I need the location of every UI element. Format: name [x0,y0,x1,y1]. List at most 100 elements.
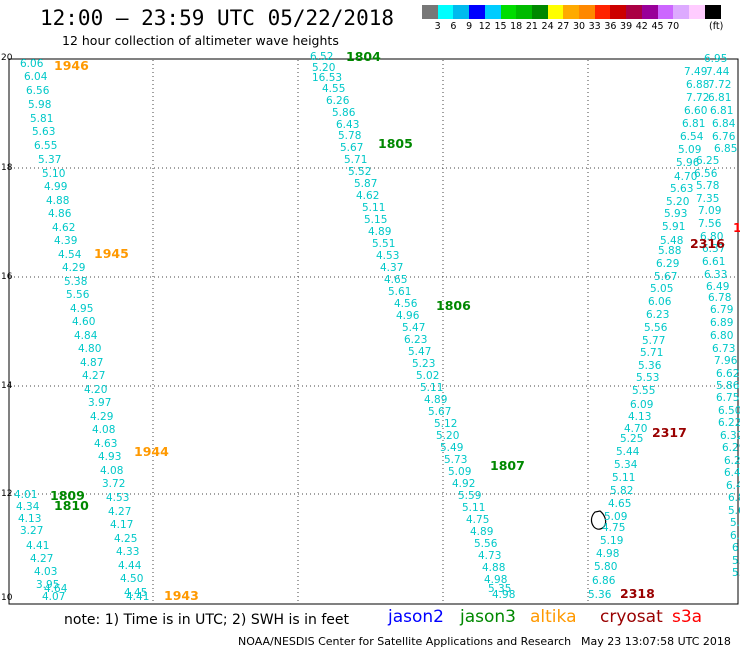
wave-height-value: 4.37 [380,262,403,274]
wave-height-value: 5.34 [614,459,638,471]
wave-height-value: 5.88 [658,245,681,257]
wave-height-value: 6.62 [716,368,739,380]
wave-height-value: 5.35 [488,583,511,595]
wave-height-value: 4.41 [126,591,149,603]
colorbar-cell [641,5,658,19]
wave-height-value: 4.27 [108,506,131,518]
wave-height-value: 6.29 [722,442,740,454]
wave-height-value: 6.4 [724,467,740,479]
pass-time-label: 1 [733,220,740,235]
wave-height-value: 4.34 [16,501,40,513]
wave-height-value: 5.23 [412,358,435,370]
wave-height-value: 5.77 [642,335,665,347]
wave-height-value: 6.06 [20,58,44,70]
colorbar-cell [422,5,438,19]
wave-height-value: 4.27 [30,553,53,565]
wave-height-value: 4.65 [608,498,631,510]
wave-height-value: 5.96 [676,157,700,169]
legend-entry: jason3 [460,607,516,627]
wave-height-value: 5.09 [604,511,627,523]
wave-height-value: 4.65 [384,274,407,286]
credit-line: NOAA/NESDIS Center for Satellite Applica… [238,635,572,648]
wave-height-value: 4.89 [368,226,391,238]
wave-height-value: 6.33 [704,269,727,281]
wave-height-value: 5.55 [632,385,655,397]
colorbar-tick-label: 36 [604,21,617,32]
wave-height-value: 5.80 [594,561,617,573]
colorbar-cell [626,5,643,19]
wave-height-value: 6.04 [24,71,48,83]
wave-height-value: 4.39 [54,235,77,247]
wave-height-value: 4.63 [94,438,117,450]
colorbar-tick-label: 18 [510,21,523,32]
wave-height-value: 5.53 [636,372,659,384]
wave-height-value: 4.93 [98,451,121,463]
wave-height-value: 4.55 [322,83,345,95]
wave-height-value: 6.88 [686,79,709,91]
wave-height-value: 4.86 [48,208,72,220]
wave-height-value: 6.26 [326,95,350,107]
wave-height-value: 4.70 [674,171,697,183]
legend-entry: jason2 [388,607,444,627]
wave-height-value: 4.29 [62,262,85,274]
wave-height-value: 3.27 [20,525,43,537]
wave-height-value: 5.56 [644,322,668,334]
map-title: 12:00 – 23:59 UTC 05/22/2018 [40,6,395,30]
wave-height-value: 4.53 [376,250,399,262]
wave-height-value: 6.23 [404,334,427,346]
wave-height-value: 4.53 [106,492,129,504]
pass-time-label: 1945 [94,246,129,261]
wave-height-value: 6.73 [712,343,735,355]
colorbar-cell [563,5,580,19]
wave-height-value: 5.11 [362,202,385,214]
wave-height-value: 5.38 [64,276,87,288]
wave-height-value: 6.56 [694,168,718,180]
colorbar-cell [453,5,470,19]
wave-height-value: 5.6 [732,567,740,579]
colorbar-cell [673,5,690,19]
wave-height-value: 6.95 [704,53,727,65]
wave-height-value: 6.81 [708,92,731,104]
wave-height-value: 5.47 [408,346,431,358]
wave-height-value: 4.08 [100,465,123,477]
wave-height-value: 5.02 [416,370,439,382]
pass-time-label: 1805 [378,136,413,151]
wave-height-value: 16.53 [312,72,342,84]
wave-height-value: 4.13 [628,411,651,423]
wave-height-value: 5.87 [354,178,377,190]
wave-height-value: 6.80 [700,231,723,243]
wave-height-value: 5.47 [402,322,425,334]
wave-height-value: 5.20 [312,62,335,74]
colorbar-tick-label: 30 [572,21,586,32]
altimeter-tracks: 6.066.046.565.985.815.636.555.375.104.99… [14,51,740,603]
colorbar-cell [516,5,533,19]
wave-height-value: 4.27 [82,370,105,382]
wave-height-value: 5.78 [338,130,361,142]
wave-height-value: 4.50 [120,573,143,585]
wave-height-value: 4.84 [74,330,98,342]
legend-entry: cryosat [600,607,663,627]
wave-height-value: 5.09 [448,466,471,478]
colorbar-cell [531,5,548,19]
wave-height-value: 6.56 [26,85,50,97]
wave-height-value: 6.55 [34,140,57,152]
wave-height-value: 4.29 [90,411,113,423]
wave-height-value: 5.67 [428,406,451,418]
wave-height-value: 4.98 [484,574,507,586]
pass-time-label: 1807 [490,458,525,473]
wave-height-value: 4.88 [482,562,505,574]
y-tick-label: 18 [1,163,13,173]
footnote: note: 1) Time is in UTC; 2) SWH is in fe… [64,612,350,628]
wave-height-value: 5.6 [728,505,740,517]
wave-height-value: 7.35 [696,193,719,205]
wave-height-value: 6.54 [680,131,704,143]
colorbar-units: (ft) [709,21,724,32]
wave-height-value: 5.25 [620,433,643,445]
map-subtitle: 12 hour collection of altimeter wave hei… [62,33,339,48]
colorbar-cell [437,5,454,19]
pass-time-label: 1810 [54,498,89,513]
wave-height-value: 5.71 [344,154,367,166]
wave-height-map: 150153156159162165201816141210 6.066.046… [1,49,740,605]
colorbar-tick-label: 12 [478,21,491,32]
